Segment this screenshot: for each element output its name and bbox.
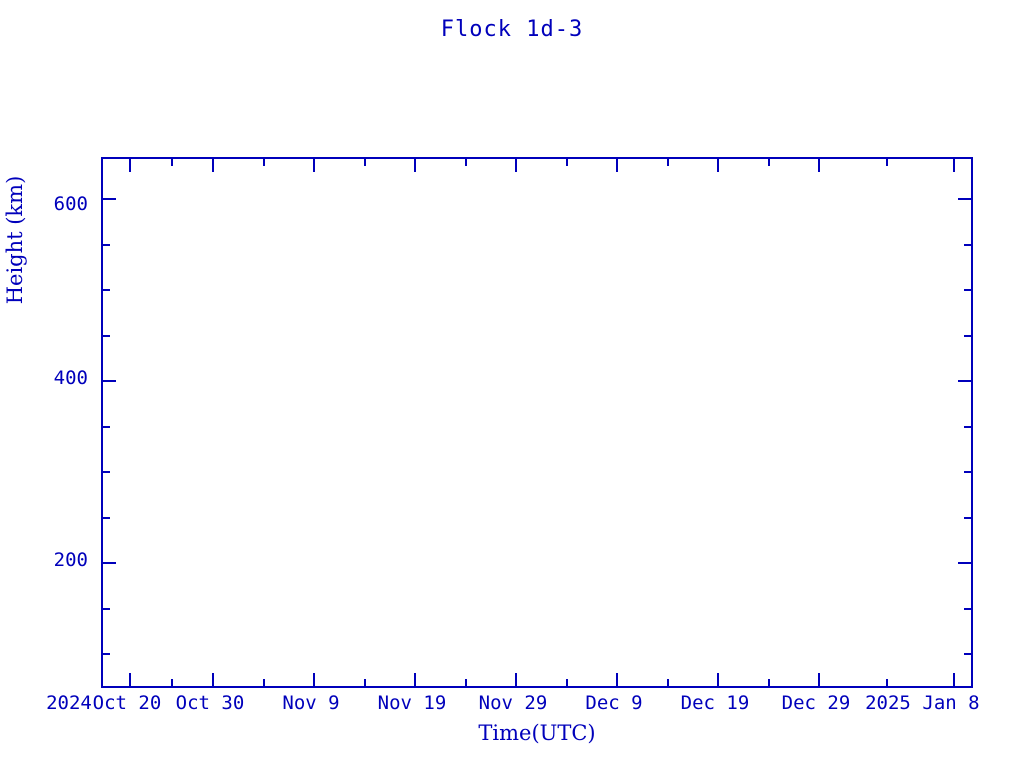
x-axis-tick-label: Nov 19 xyxy=(377,692,447,714)
plot-area xyxy=(103,159,971,686)
y-axis-title: Height (km) xyxy=(3,175,27,305)
x-axis-tick xyxy=(262,679,265,686)
y-axis-tick xyxy=(103,380,116,382)
y-axis-tick xyxy=(964,607,971,610)
x-axis-tick xyxy=(818,673,820,686)
x-axis-tick xyxy=(616,673,618,686)
x-axis-tick xyxy=(313,673,315,686)
chart-title: Flock 1d-3 xyxy=(440,17,584,42)
x-axis-tick xyxy=(212,159,214,172)
y-axis-tick xyxy=(103,516,110,519)
x-axis-tick-label: Nov 9 xyxy=(282,692,340,714)
y-axis-tick xyxy=(103,653,110,655)
y-axis-tick xyxy=(103,198,116,200)
y-axis-tick xyxy=(103,562,116,564)
y-axis-tick xyxy=(964,243,971,246)
y-axis-tick xyxy=(103,471,110,473)
x-axis-tick xyxy=(666,159,669,166)
x-axis-tick-label: Oct 30 xyxy=(175,692,245,714)
x-axis-tick xyxy=(616,159,618,172)
x-axis-tick xyxy=(129,673,131,686)
y-axis-tick-label: 400 xyxy=(53,367,88,389)
x-axis-tick xyxy=(212,673,214,686)
y-axis-tick xyxy=(103,425,110,428)
x-axis-tick xyxy=(363,159,366,166)
y-axis-tick xyxy=(964,653,971,655)
x-axis-tick xyxy=(767,679,770,686)
x-axis-tick xyxy=(767,159,770,166)
x-axis-tick-label: 2024 xyxy=(46,692,92,714)
x-axis-tick xyxy=(953,159,955,172)
x-axis-tick-label: Nov 29 xyxy=(478,692,548,714)
x-axis-tick xyxy=(953,673,955,686)
x-axis-tick xyxy=(515,159,517,172)
x-axis-tick xyxy=(129,159,131,172)
y-axis-tick xyxy=(964,471,971,473)
x-axis-tick xyxy=(717,159,719,172)
y-axis-tick xyxy=(103,334,110,337)
x-axis-tick xyxy=(170,159,173,166)
x-axis-tick xyxy=(464,679,467,686)
x-axis-tick xyxy=(414,673,416,686)
y-axis-tick xyxy=(964,289,971,291)
x-axis-tick xyxy=(717,673,719,686)
x-axis-tick xyxy=(885,159,888,166)
y-axis-tick xyxy=(103,607,110,610)
y-axis-tick xyxy=(964,516,971,519)
x-axis-tick-label: Jan 8 xyxy=(922,692,980,714)
y-axis-tick xyxy=(103,289,110,291)
x-axis-tick xyxy=(565,679,568,686)
x-axis-tick-label: 2025 xyxy=(865,692,911,714)
x-axis-tick-label: Dec 29 xyxy=(781,692,851,714)
y-axis-tick-label: 200 xyxy=(53,549,88,571)
x-axis-title: Time(UTC) xyxy=(478,721,596,745)
y-axis-tick-label: 600 xyxy=(53,193,88,215)
x-axis-tick xyxy=(885,679,888,686)
x-axis-tick xyxy=(818,159,820,172)
x-axis-tick xyxy=(313,159,315,172)
y-axis-tick xyxy=(964,425,971,428)
x-axis-tick-label: Dec 9 xyxy=(585,692,643,714)
x-axis-tick xyxy=(363,679,366,686)
y-axis-tick xyxy=(958,562,971,564)
x-axis-tick xyxy=(262,159,265,166)
x-axis-tick xyxy=(515,673,517,686)
x-axis-tick xyxy=(464,159,467,166)
y-axis-tick xyxy=(958,380,971,382)
y-axis-tick xyxy=(103,243,110,246)
y-axis-tick xyxy=(958,198,971,200)
x-axis-tick xyxy=(565,159,568,166)
x-axis-tick-label: Dec 19 xyxy=(680,692,750,714)
plot-frame xyxy=(101,157,973,688)
x-axis-tick-label: Oct 20 xyxy=(92,692,162,714)
x-axis-tick xyxy=(666,679,669,686)
y-axis-tick xyxy=(964,334,971,337)
x-axis-tick xyxy=(414,159,416,172)
x-axis-tick xyxy=(170,679,173,686)
